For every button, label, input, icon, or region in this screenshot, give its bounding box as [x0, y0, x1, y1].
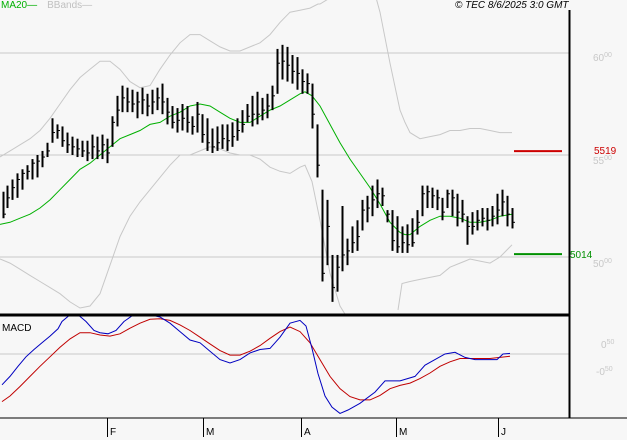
month-label-feb: F	[110, 427, 117, 438]
month-label-jun: J	[501, 427, 506, 438]
macd-axis-label-pos: 050	[601, 339, 615, 351]
price-axis-label-5000: 5000	[593, 258, 612, 270]
price-axis-label-5500: 5500	[593, 155, 612, 167]
ma20-line	[0, 91, 513, 236]
legend-ma20: MA20—	[1, 0, 38, 11]
support-level-label: 5014	[570, 250, 593, 261]
month-label-mar: M	[206, 427, 215, 438]
macd-panel-label: MACD	[2, 323, 32, 334]
level-lines	[514, 150, 562, 256]
price-gridlines	[0, 52, 569, 258]
legend: MA20— BBands—	[1, 0, 92, 12]
macd-axis-label-neg: -050	[596, 366, 613, 378]
copyright-timestamp: © TEC 8/6/2025 3:0 GMT	[455, 0, 569, 11]
resistance-level-label: 5519	[594, 146, 617, 157]
month-label-may: M	[399, 427, 408, 438]
legend-bbands: BBands—	[47, 0, 93, 11]
macd-lines	[1, 314, 511, 414]
bollinger-bands	[0, 0, 513, 315]
chart-frame	[0, 10, 627, 437]
price-bars	[2, 44, 515, 302]
month-label-apr: A	[304, 427, 311, 438]
price-axis-label-6000: 6000	[593, 52, 612, 64]
